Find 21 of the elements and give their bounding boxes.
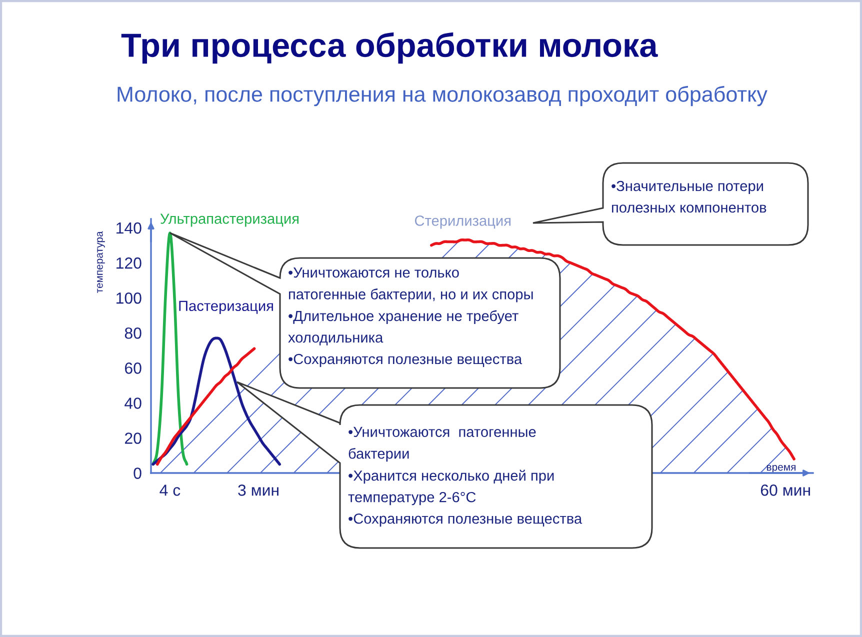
series-label: Ультрапастеризация	[160, 214, 298, 227]
chart-subtitle: Молоко, после поступления на молокозавод проходит обработку	[118, 86, 768, 106]
y-tick-label: 40	[124, 398, 142, 409]
y-tick-label: 100	[116, 292, 142, 304]
annotation: •Уничтожаются патогенные бактерии •Хранится несколько дней при температуре 2-6°C •Сохраняются полезные вещества	[348, 426, 582, 527]
annotation: •Уничтожаются не только патогенные бактерии, но и их споры •Длительное хранение не требует холодильника •Сохраняются полезные вещества	[288, 267, 533, 368]
series-label: Стерилизация	[414, 216, 510, 229]
chart-title: Три процесса обработки молока	[121, 32, 658, 64]
y-axis-title: температура	[97, 231, 105, 293]
y-tick-label: 120	[116, 257, 142, 269]
text: Пастеризация	[179, 300, 273, 314]
x-tick-label: 3 мин	[238, 484, 278, 496]
text: •Значительные потери полезных компонентов	[612, 180, 766, 213]
x-axis-title: время	[766, 465, 796, 473]
x-tick-label: 4 с	[160, 484, 180, 496]
y-tick-label: 140	[116, 222, 142, 234]
y-tick-label: 0	[134, 468, 142, 479]
x-tick-label: 60 мин	[760, 484, 810, 496]
y-tick-label: 80	[124, 327, 142, 339]
y-tick-label: 20	[125, 432, 142, 444]
y-tick-label: 60	[125, 362, 142, 374]
